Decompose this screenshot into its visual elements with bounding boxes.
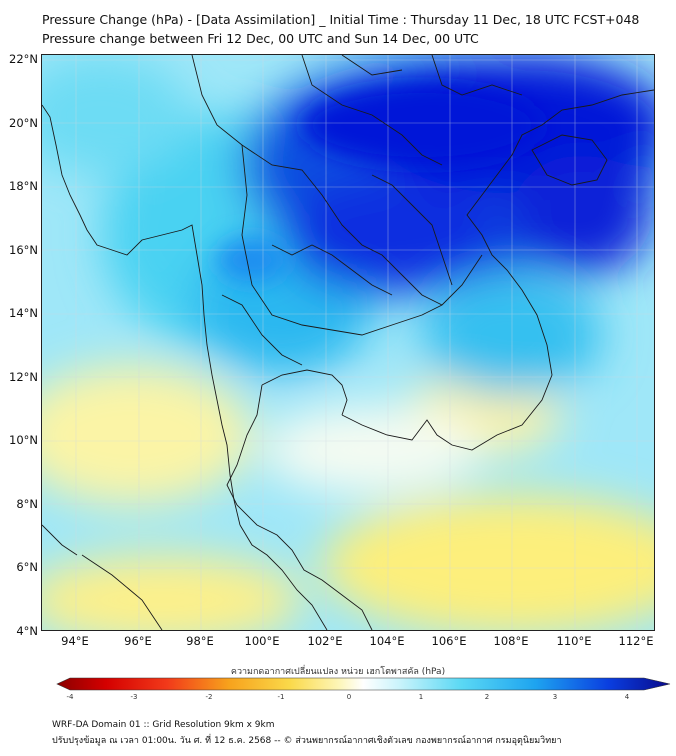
lon-label-98: 98°E [186, 634, 214, 648]
colorbar-tick: -4 [66, 693, 74, 701]
lon-label-112: 112°E [618, 634, 654, 648]
lat-label-20: 20°N [9, 116, 38, 130]
footer-update-credit: ปรับปรุงข้อมูล ณ เวลา 01:00น. วัน ศ. ที่… [52, 736, 562, 746]
lon-label-110: 110°E [556, 634, 592, 648]
lat-label-8: 8°N [16, 497, 38, 511]
lat-label-6: 6°N [16, 560, 38, 574]
lat-label-16: 16°N [9, 243, 38, 257]
colorbar-ramp [56, 677, 671, 691]
colorbar-label: ความกดอากาศเปลี่ยนแปลง หน่วย เฮกโตพาสคัล… [230, 667, 446, 677]
map-subtitle: Pressure change between Fri 12 Dec, 00 U… [42, 31, 479, 46]
lat-label-18: 18°N [9, 179, 38, 193]
pressure-change-map [41, 54, 655, 631]
footer-model-info: WRF-DA Domain 01 :: Grid Resolution 9km … [52, 720, 275, 730]
colorbar [56, 677, 671, 691]
lat-label-10: 10°N [9, 433, 38, 447]
lon-label-106: 106°E [431, 634, 467, 648]
colorbar-tick: -2 [205, 693, 213, 701]
colorbar-tick: 2 [484, 693, 490, 701]
colorbar-tick: -3 [130, 693, 138, 701]
lat-label-12: 12°N [9, 370, 38, 384]
lat-label-22: 22°N [9, 52, 38, 66]
coastlines-borders [42, 55, 654, 630]
graticule [42, 55, 654, 630]
colorbar-tick: 1 [418, 693, 424, 701]
lon-label-108: 108°E [493, 634, 529, 648]
lat-label-14: 14°N [9, 306, 38, 320]
lat-label-4: 4°N [16, 624, 38, 638]
colorbar-tick: -1 [277, 693, 285, 701]
lon-label-100: 100°E [244, 634, 280, 648]
lon-label-104: 104°E [369, 634, 405, 648]
lon-label-102: 102°E [307, 634, 343, 648]
colorbar-tick: 4 [624, 693, 630, 701]
map-title: Pressure Change (hPa) - [Data Assimilati… [42, 12, 640, 27]
colorbar-tick: 0 [346, 693, 352, 701]
map-canvas [42, 55, 654, 630]
lon-label-96: 96°E [124, 634, 152, 648]
lon-label-94: 94°E [61, 634, 89, 648]
colorbar-tick: 3 [552, 693, 558, 701]
